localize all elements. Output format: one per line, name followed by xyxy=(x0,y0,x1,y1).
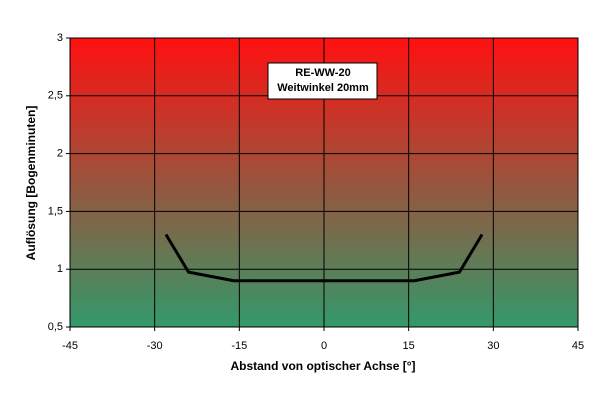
annotation-text: Weitwinkel 20mm xyxy=(277,82,369,94)
x-tick-label: -45 xyxy=(62,340,78,352)
y-tick-label: 1,5 xyxy=(48,205,63,217)
line-series xyxy=(164,233,484,283)
y-tick-label: 0,5 xyxy=(48,321,63,333)
x-tick-label: -15 xyxy=(231,340,247,352)
x-tick-label: 45 xyxy=(572,340,584,352)
y-axis-label: Auflösung [Bogenminuten] xyxy=(24,106,38,261)
annotation-text: RE-WW-20 xyxy=(295,67,350,79)
y-tick-label: 2 xyxy=(57,148,63,160)
x-tick-label: 15 xyxy=(403,340,415,352)
x-tick-label: 0 xyxy=(321,340,327,352)
y-tick-label: 2,5 xyxy=(48,90,63,102)
y-tick-label: 3 xyxy=(57,32,63,44)
x-tick-label: 30 xyxy=(487,340,499,352)
y-tick-label: 1 xyxy=(57,263,63,275)
plot-border xyxy=(69,37,579,328)
x-tick-label: -30 xyxy=(147,340,163,352)
x-axis-label: Abstand von optischer Achse [°] xyxy=(230,359,415,373)
annotation-box xyxy=(267,62,378,100)
